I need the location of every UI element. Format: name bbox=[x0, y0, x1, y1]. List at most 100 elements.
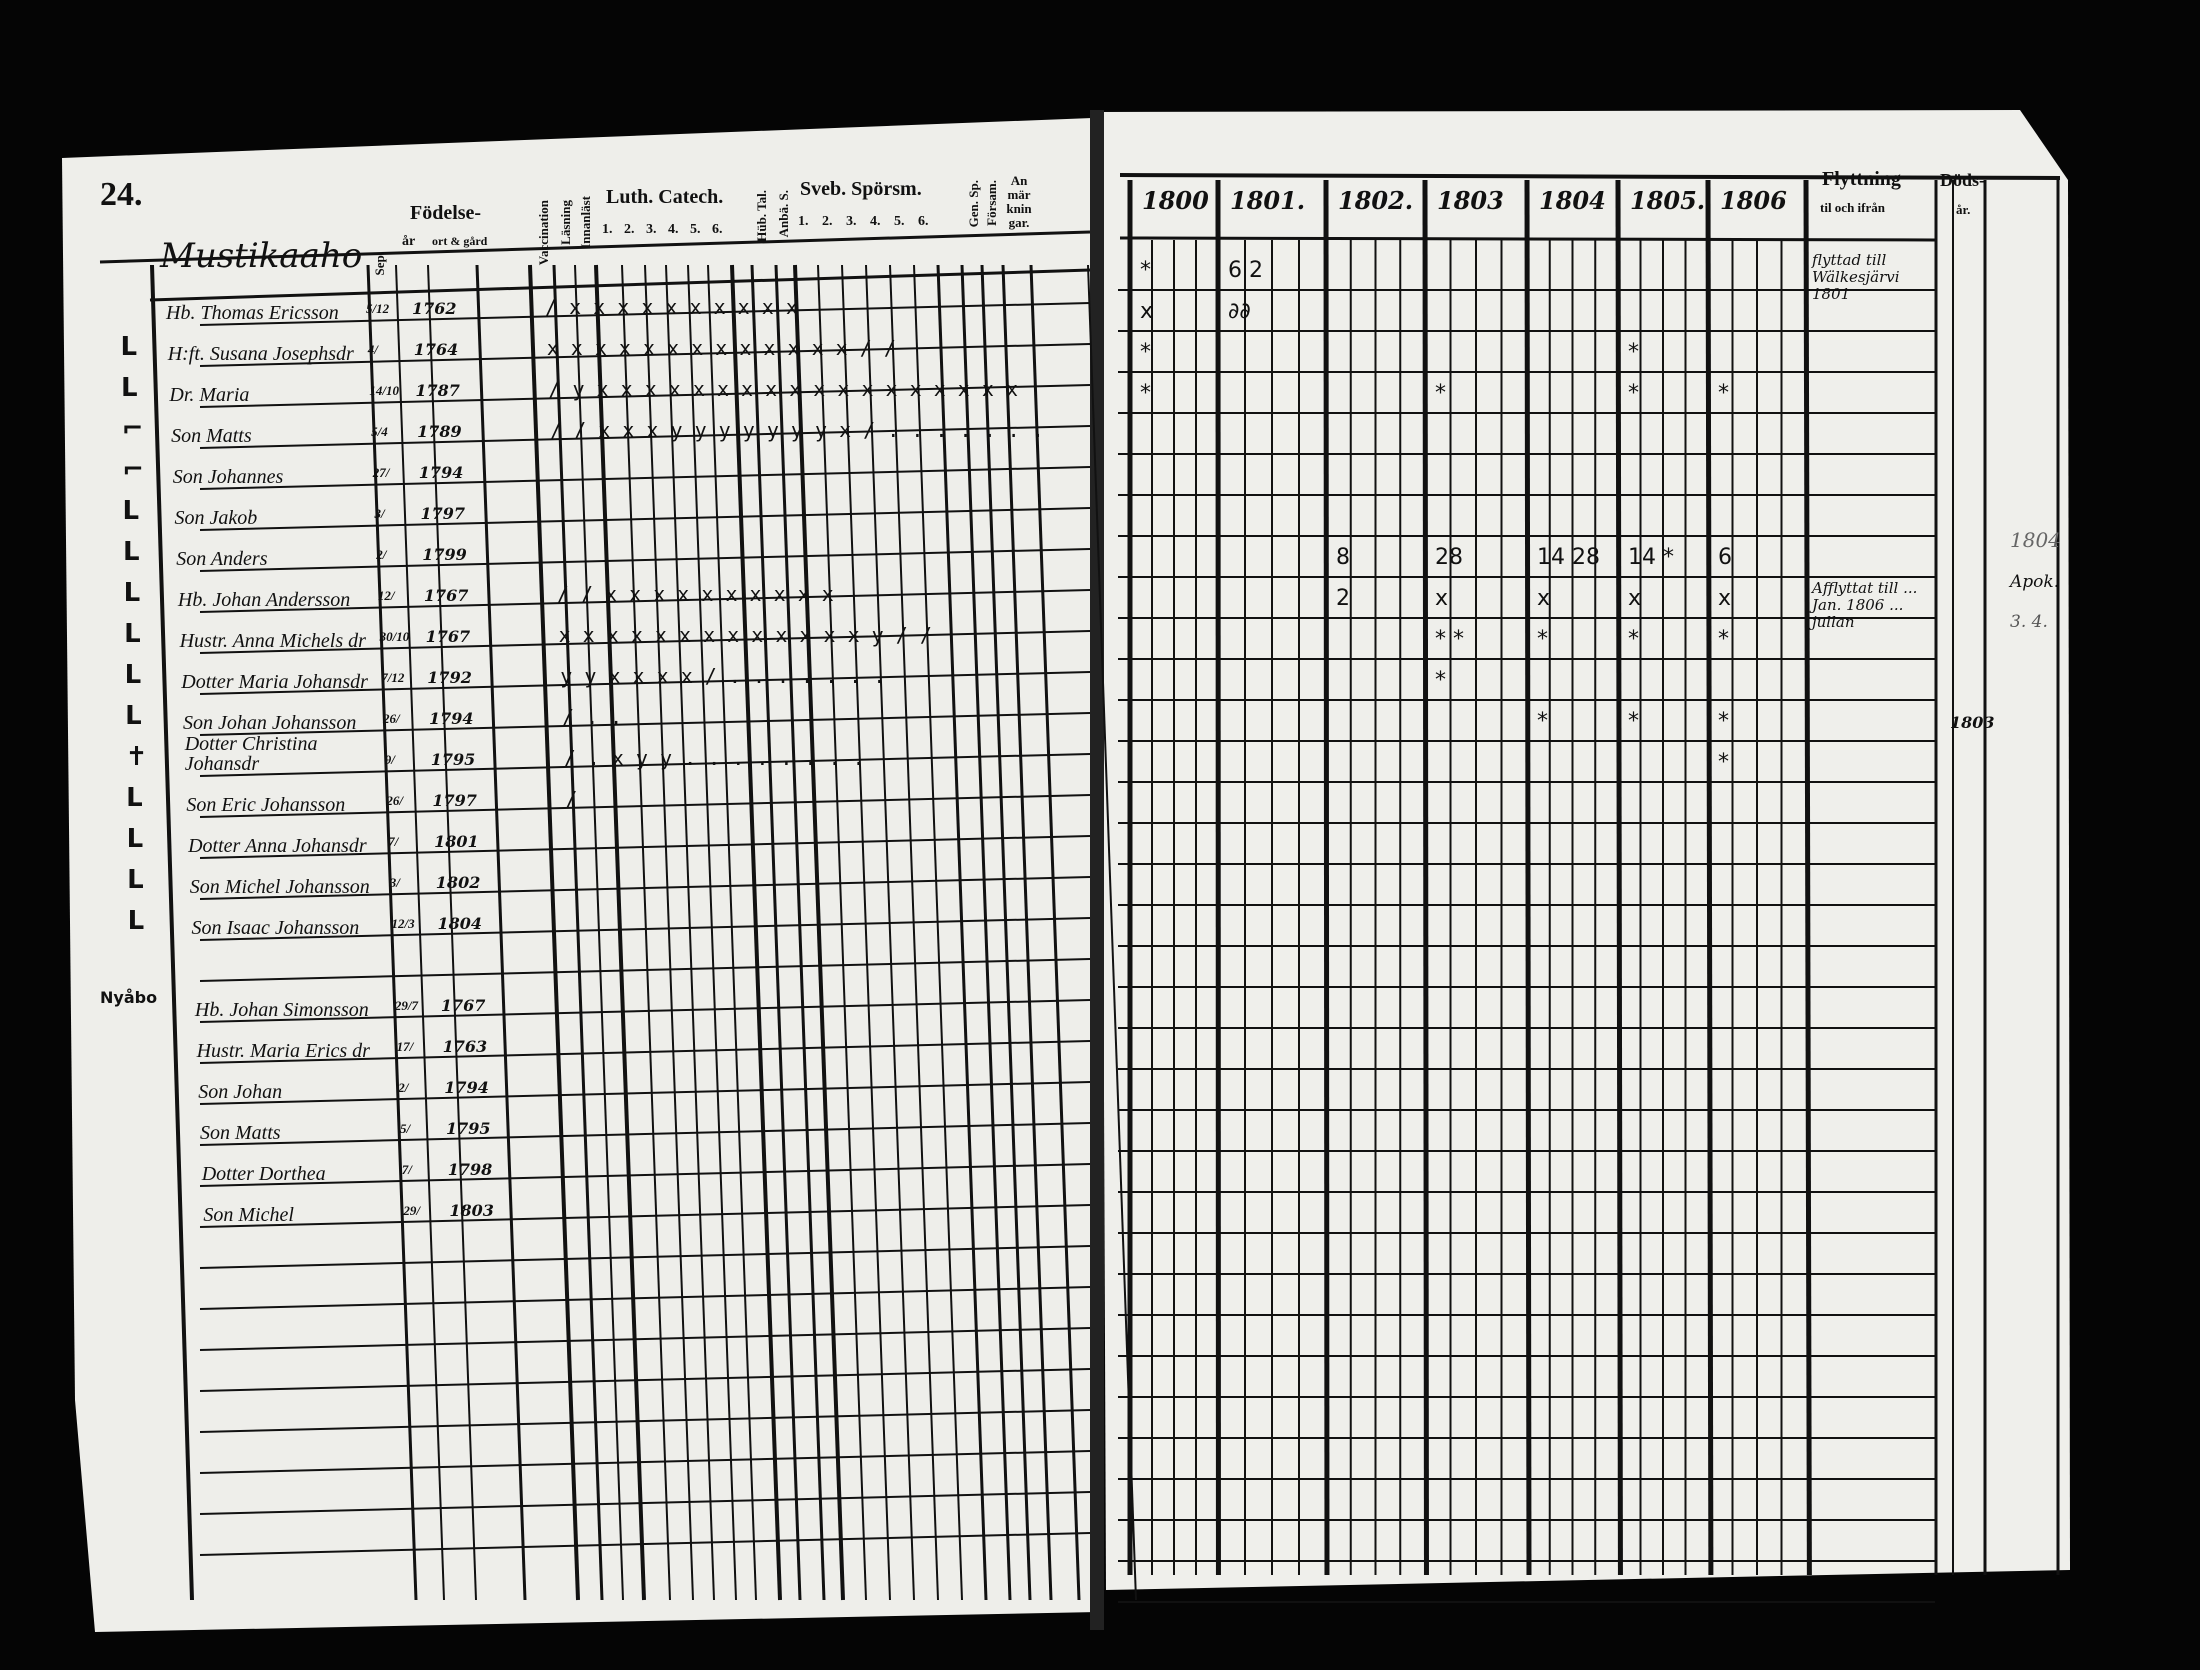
book-spine bbox=[1090, 110, 1104, 1630]
row-rule bbox=[199, 548, 1091, 572]
luth-catech-number: 4. bbox=[668, 222, 679, 237]
vertical-header-1: Vaccination bbox=[536, 200, 551, 266]
row-rule bbox=[199, 1122, 1091, 1146]
birth-day: 26/ bbox=[383, 711, 400, 726]
margin-mark: Nyåbo bbox=[100, 988, 158, 1007]
row-rule bbox=[199, 1491, 1091, 1515]
birth-year: 1794 bbox=[444, 1078, 489, 1097]
row-rule bbox=[199, 1532, 1091, 1556]
person-name: Son Isaac Johansson bbox=[191, 917, 360, 939]
birth-day: 5/4 bbox=[371, 424, 388, 439]
column-rule bbox=[913, 264, 963, 1601]
margin-mark: L bbox=[127, 865, 144, 895]
luth-catech-number: 5. bbox=[690, 222, 701, 237]
column-rule bbox=[366, 264, 418, 1601]
person-name: Hb. Johan Simonsson bbox=[194, 999, 369, 1021]
column-rule bbox=[594, 264, 646, 1601]
outer-margin-note-1: 1804 bbox=[2010, 528, 2061, 552]
attendance-mark: ∂∂ bbox=[1228, 299, 1251, 324]
year-header-1801.: 1801. bbox=[1230, 186, 1306, 215]
birth-day: 30/10 bbox=[379, 629, 410, 644]
row-rule bbox=[199, 1327, 1091, 1351]
margin-mark: L bbox=[126, 824, 144, 854]
person-name: Hb. Thomas Ericsson bbox=[166, 302, 339, 324]
header-rule bbox=[99, 230, 1091, 264]
birth-day: 12/ bbox=[377, 588, 395, 603]
attendance-mark: 28 bbox=[1435, 545, 1463, 570]
margin-mark: L bbox=[127, 906, 145, 936]
person-name: Hustr. Anna Michels dr bbox=[179, 630, 366, 652]
row-rule bbox=[199, 794, 1091, 818]
left-page bbox=[62, 118, 1098, 1632]
moving-note: Afflyttat till ... Jan. 1806 ... jullan bbox=[1812, 579, 1918, 631]
column-rule bbox=[552, 264, 604, 1601]
column-rule bbox=[750, 264, 802, 1601]
catechism-marks: / / x x x x x x x x x x bbox=[556, 582, 834, 606]
row-rule bbox=[199, 1450, 1091, 1474]
birth-day: 4/ bbox=[367, 342, 378, 357]
birth-year: 1764 bbox=[413, 340, 459, 359]
row-rule bbox=[199, 1204, 1091, 1228]
header-rule-lower bbox=[149, 268, 1091, 302]
attendance-mark: * bbox=[1140, 381, 1151, 406]
margin-mark: ⌐ bbox=[121, 414, 144, 444]
birth-day: 9/ bbox=[384, 752, 395, 767]
column-rule bbox=[395, 264, 445, 1601]
year-column-rule bbox=[1323, 179, 1330, 1576]
year-column-rule bbox=[1803, 179, 1812, 1576]
birth-day: 29/ bbox=[403, 1203, 421, 1218]
row-rule bbox=[199, 466, 1091, 490]
person-name: Dotter Dorthea bbox=[201, 1163, 326, 1185]
person-name: Son Jakob bbox=[174, 507, 258, 529]
row-rule bbox=[199, 1368, 1091, 1392]
birth-year: 1794 bbox=[429, 709, 474, 728]
catechism-marks: / x x x x x x x x x x bbox=[545, 295, 798, 319]
catechism-marks: / / x x x y y y y y y y x / . . . . . . … bbox=[550, 418, 1044, 442]
sveb-sporsm-number: 4. bbox=[870, 214, 881, 229]
moving-header: Flyttning bbox=[1822, 168, 1901, 190]
margin-mark: L bbox=[123, 578, 141, 608]
catechism-marks: x x x x x x x x x x x x x y / / bbox=[558, 623, 932, 647]
death-year: 1803 bbox=[1950, 713, 1995, 732]
year-column-rule bbox=[1615, 179, 1623, 1576]
luth-catech-number: 6. bbox=[712, 222, 723, 237]
attendance-mark: * bbox=[1718, 709, 1729, 734]
attendance-mark: * bbox=[1628, 381, 1639, 406]
row-rule bbox=[199, 1286, 1091, 1310]
column-rule bbox=[475, 264, 527, 1601]
birth-year: 1797 bbox=[432, 791, 477, 810]
birth-header: Födelse- bbox=[410, 202, 482, 224]
attendance-mark: * bbox=[1718, 381, 1729, 406]
margin-mark: ✝ bbox=[125, 742, 148, 772]
column-rule bbox=[621, 264, 671, 1601]
row-rule bbox=[199, 712, 1091, 736]
birth-year: 1792 bbox=[427, 668, 472, 687]
column-rule bbox=[528, 264, 580, 1601]
column-rule bbox=[936, 264, 988, 1601]
row-rule bbox=[199, 1245, 1091, 1269]
attendance-mark: * bbox=[1537, 709, 1548, 734]
attendance-mark: * bbox=[1628, 627, 1639, 652]
person-name: Dotter Maria Johansdr bbox=[181, 671, 368, 693]
column-rule bbox=[1029, 264, 1081, 1601]
page-number: 24. bbox=[100, 176, 143, 213]
person-name: Son Michel bbox=[203, 1204, 294, 1226]
person-name: Dotter Anna Johansdr bbox=[188, 835, 367, 857]
attendance-mark: x bbox=[1140, 299, 1154, 324]
column-rule bbox=[980, 264, 1032, 1601]
right-page bbox=[1100, 110, 2070, 1590]
person-name: Hustr. Maria Erics dr bbox=[196, 1040, 370, 1062]
birth-year: 1767 bbox=[440, 996, 486, 1015]
birth-year: 1787 bbox=[415, 381, 460, 400]
attendance-mark: * bbox=[1537, 627, 1548, 652]
birth-year: 1767 bbox=[425, 627, 471, 646]
death-header: Döds- bbox=[1940, 170, 1986, 190]
birth-day: 26/ bbox=[386, 793, 404, 808]
sveb-sporsm-number: 6. bbox=[918, 214, 929, 229]
person-name: Son Matts bbox=[200, 1122, 281, 1144]
birth-day: 14/10 bbox=[369, 383, 400, 398]
row-rule bbox=[199, 1409, 1091, 1433]
birth-year: 1795 bbox=[446, 1119, 491, 1138]
year-header-1804: 1804 bbox=[1539, 186, 1606, 215]
